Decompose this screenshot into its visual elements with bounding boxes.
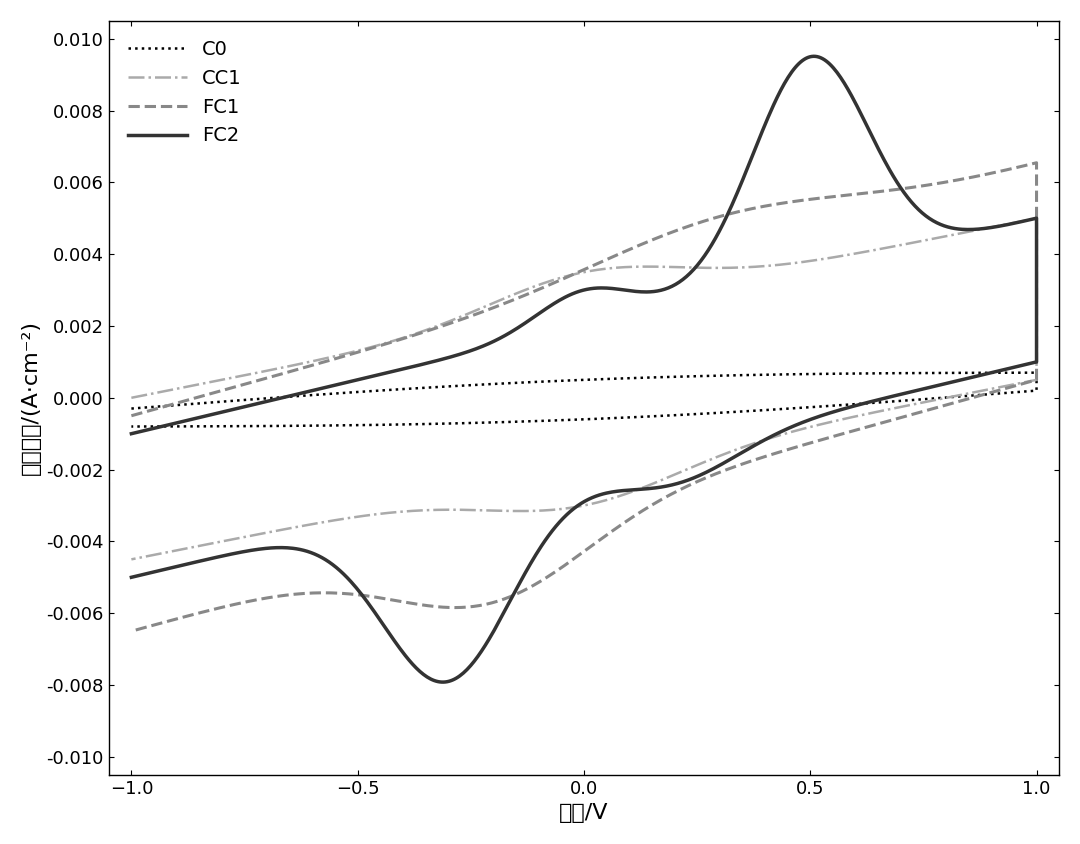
FC1	[446, 317, 459, 327]
FC1	[866, 420, 879, 430]
CC1	[1030, 214, 1043, 224]
FC2	[125, 572, 138, 582]
CC1	[570, 502, 583, 512]
FC2	[125, 429, 138, 439]
C0	[591, 374, 604, 384]
FC2	[860, 119, 873, 129]
CC1	[446, 315, 459, 325]
C0	[125, 421, 138, 431]
FC1	[725, 463, 738, 473]
X-axis label: 电压/V: 电压/V	[559, 803, 609, 823]
Line: CC1: CC1	[132, 219, 1037, 560]
Line: FC2: FC2	[132, 57, 1037, 682]
C0	[570, 414, 583, 425]
FC1	[591, 258, 604, 268]
CC1	[125, 392, 138, 403]
FC2	[437, 677, 450, 687]
CC1	[945, 230, 958, 241]
C0	[945, 368, 958, 378]
CC1	[725, 446, 738, 457]
Legend: C0, CC1, FC1, FC2: C0, CC1, FC1, FC2	[119, 30, 252, 155]
FC1	[125, 626, 138, 636]
FC1	[125, 411, 138, 421]
FC2	[924, 214, 937, 225]
FC1	[1030, 158, 1043, 168]
FC1	[945, 176, 958, 186]
CC1	[125, 555, 138, 565]
CC1	[591, 265, 604, 275]
Line: FC1: FC1	[132, 163, 1037, 631]
FC2	[310, 385, 323, 395]
FC2	[691, 471, 704, 481]
FC2	[522, 562, 535, 572]
FC2	[807, 51, 820, 62]
Line: C0: C0	[132, 373, 1037, 426]
C0	[1030, 368, 1043, 378]
FC1	[570, 552, 583, 562]
C0	[446, 381, 459, 392]
CC1	[866, 408, 879, 418]
FC2	[489, 622, 502, 632]
C0	[725, 407, 738, 417]
C0	[125, 403, 138, 414]
C0	[866, 398, 879, 408]
Y-axis label: 电流密度/(A·cm⁻²): 电流密度/(A·cm⁻²)	[21, 320, 41, 475]
